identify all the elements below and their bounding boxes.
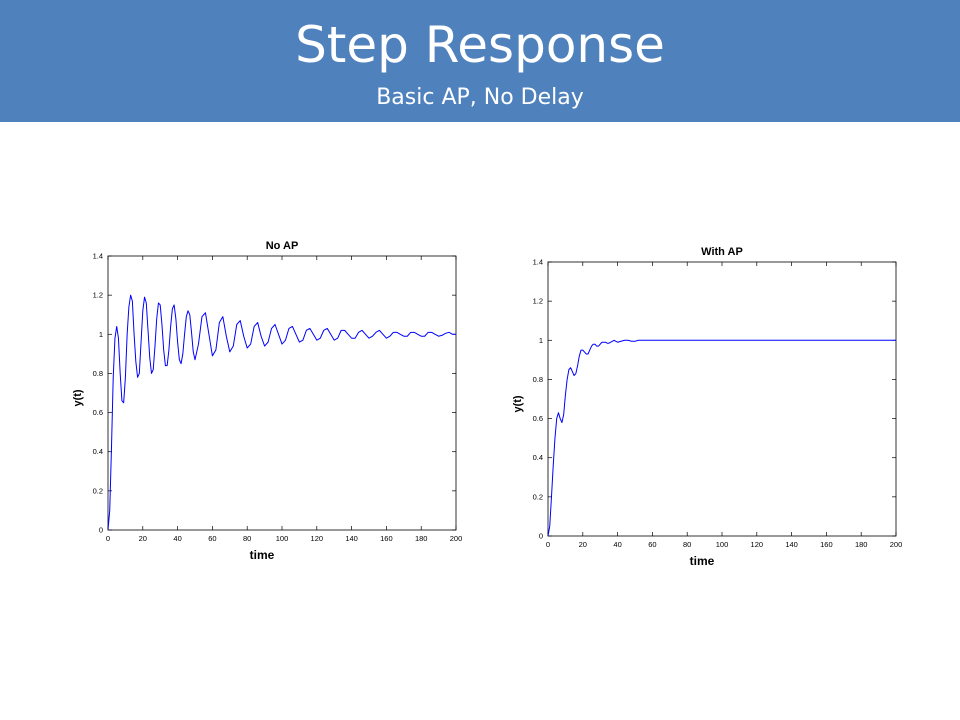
x-tick-label: 160 <box>820 540 833 549</box>
plot-frame <box>107 255 457 531</box>
chart-no-ap: No AP 0 20 40 60 80 100 120 140 160 180 200 0 0.2 0.4 0… <box>60 230 470 575</box>
chart-with-ap: With AP 0 20 40 60 80 100 120 140 160 180 200 0 0.2 0.… <box>500 236 910 581</box>
slide-header: Step Response Basic AP, No Delay <box>0 0 960 122</box>
y-tick-label: 1.4 <box>533 258 543 267</box>
y-tick-label: 0 <box>99 526 103 535</box>
x-tick-label: 20 <box>579 540 587 549</box>
y-axis-label: y(t) <box>512 395 524 412</box>
series-line <box>548 339 896 536</box>
series-line <box>108 294 456 530</box>
x-tick-label: 120 <box>311 534 324 543</box>
y-tick-label: 0.2 <box>93 486 103 495</box>
x-tick-label: 60 <box>648 540 656 549</box>
slide-title: Step Response <box>295 16 665 74</box>
x-tick-label: 0 <box>546 540 550 549</box>
y-tick-label: 0.8 <box>93 369 103 378</box>
x-axis-label: time <box>250 548 275 562</box>
x-tick-label: 80 <box>243 534 251 543</box>
x-tick-label: 200 <box>890 540 903 549</box>
x-tick-label: 180 <box>855 540 868 549</box>
y-tick-label: 0.8 <box>533 375 543 384</box>
y-tick-label: 0.6 <box>93 408 103 417</box>
chart-with-ap-svg: With AP 0 20 40 60 80 100 120 140 160 180 200 0 0.2 0.… <box>512 246 903 568</box>
x-tick-label: 80 <box>683 540 691 549</box>
y-tick-label: 1 <box>99 330 103 339</box>
y-tick-label: 0 <box>539 532 543 541</box>
x-tick-label: 120 <box>751 540 764 549</box>
chart-no-ap-svg: No AP 0 20 40 60 80 100 120 140 160 180 200 0 0.2 0.4 0… <box>72 240 463 562</box>
chart-title: No AP <box>266 240 299 252</box>
y-tick-label: 0.4 <box>93 447 103 456</box>
chart-title: With AP <box>701 246 743 258</box>
plot-frame <box>547 261 897 537</box>
x-tick-label: 140 <box>345 534 358 543</box>
y-tick-label: 1.4 <box>93 252 103 261</box>
y-tick-label: 0.6 <box>533 414 543 423</box>
x-tick-label: 100 <box>716 540 729 549</box>
x-tick-label: 60 <box>208 534 216 543</box>
x-tick-label: 20 <box>139 534 147 543</box>
y-tick-label: 0.2 <box>533 492 543 501</box>
x-tick-label: 100 <box>276 534 289 543</box>
y-tick-label: 1.2 <box>93 291 103 300</box>
x-tick-label: 40 <box>613 540 621 549</box>
x-tick-label: 180 <box>415 534 428 543</box>
x-tick-label: 160 <box>380 534 393 543</box>
x-tick-label: 0 <box>106 534 110 543</box>
x-tick-label: 200 <box>450 534 463 543</box>
y-axis-label: y(t) <box>72 389 84 406</box>
y-tick-label: 1.2 <box>533 297 543 306</box>
slide-subtitle: Basic AP, No Delay <box>376 85 584 110</box>
x-axis-label: time <box>690 554 715 568</box>
x-tick-label: 40 <box>173 534 181 543</box>
x-tick-label: 140 <box>785 540 798 549</box>
y-tick-label: 0.4 <box>533 453 543 462</box>
y-tick-label: 1 <box>539 336 543 345</box>
